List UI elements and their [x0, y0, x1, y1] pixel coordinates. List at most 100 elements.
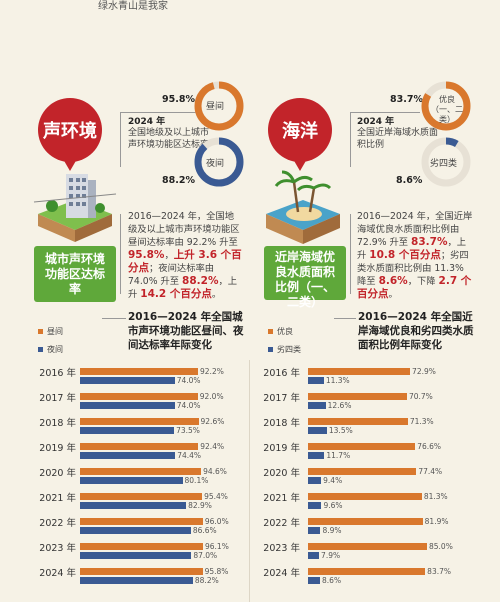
para-text: ；夜间达标率由 74.0% 升至	[128, 263, 215, 287]
green-label-left: 城市声环境功能区达标率	[34, 246, 116, 302]
legend-swatch	[38, 329, 43, 334]
bar	[308, 443, 416, 450]
year-tick-label: 2023 年	[39, 543, 76, 554]
green-label-text: 城市声环境功能区达标率	[44, 252, 105, 296]
bar-value-label: 77.4%	[418, 467, 443, 476]
year-tick-label: 2022 年	[263, 518, 300, 529]
bar	[80, 418, 199, 425]
para-highlight: 83.7%	[411, 236, 448, 248]
bar	[80, 577, 193, 584]
bar	[308, 452, 325, 459]
connector	[350, 214, 351, 294]
bar-value-label: 74.4%	[177, 451, 202, 460]
para-text: 2016—2024 年，全国近岸海域优良水质面积比例由 72.9% 升至	[357, 211, 473, 248]
bar	[80, 502, 187, 509]
bar	[80, 402, 175, 409]
bar	[308, 468, 417, 475]
bar	[80, 443, 199, 450]
bar-value-label: 74.0%	[176, 376, 201, 385]
bar-value-label: 8.6%	[322, 576, 342, 585]
ring-bad-label: 劣四类	[430, 159, 458, 169]
para-text: ，	[164, 250, 174, 261]
bar-value-label: 9.6%	[323, 501, 343, 510]
bar	[80, 377, 175, 384]
ring-night-label: 夜间	[206, 159, 225, 169]
bar	[80, 518, 203, 525]
bar-value-label: 81.9%	[424, 517, 449, 526]
bar	[80, 477, 183, 484]
bar-value-label: 81.3%	[423, 492, 448, 501]
bar-value-label: 85.0%	[429, 542, 453, 551]
bar-value-label: 11.7%	[326, 451, 351, 460]
bar	[308, 427, 327, 434]
bar-value-label: 92.0%	[199, 392, 224, 401]
pct-night: 88.2%	[162, 175, 195, 186]
year-tick-label: 2024 年	[263, 568, 300, 579]
divider	[249, 360, 250, 602]
island-illustration	[266, 170, 340, 244]
bar	[308, 502, 322, 509]
bar-value-label: 76.6%	[417, 442, 442, 451]
legend-item-bad: 劣四类	[268, 344, 301, 355]
bar-value-label: 72.9%	[412, 367, 436, 376]
year-tick-label: 2019 年	[263, 443, 300, 454]
green-label-right: 近岸海域优良水质面积比例（一、二类）	[264, 246, 346, 309]
city-illustration	[33, 174, 117, 242]
chart-title-right: 2016—2024 年全国近岸海域优良和劣四类水质面积比例年际变化	[358, 311, 474, 351]
bar-value-label: 7.9%	[321, 551, 341, 560]
bar-value-label: 13.5%	[328, 426, 353, 435]
ring-day	[194, 81, 244, 131]
year-tick-label: 2017 年	[263, 393, 300, 404]
year-desc: 全国地级及以上城市声环境功能区达标率	[128, 128, 210, 150]
year-desc: 全国近岸海域水质面积比例	[357, 128, 439, 150]
bar	[308, 418, 408, 425]
year-block-left: 2024 年 全国地级及以上城市声环境功能区达标率	[128, 114, 210, 151]
para-text: ；劣四类水质面积比例由 11.3% 降至	[357, 250, 469, 287]
bar-value-label: 96.1%	[205, 542, 229, 551]
pct-day: 95.8%	[162, 94, 195, 105]
bar	[80, 368, 199, 375]
bar	[80, 552, 192, 559]
bar-value-label: 8.9%	[322, 526, 342, 535]
para-text: 2016—2024 年，全国地级及以上城市声环境功能区昼间达标率由 92.2% …	[128, 211, 240, 248]
bar-value-label: 83.7%	[427, 567, 451, 576]
year-tick-label: 2016 年	[263, 368, 300, 379]
bar	[308, 377, 324, 384]
summary-left: 2016—2024 年，全国地级及以上城市声环境功能区昼间达标率由 92.2% …	[128, 210, 243, 301]
year-label: 2024 年	[357, 117, 395, 127]
bar	[308, 368, 411, 375]
bar	[80, 527, 191, 534]
bar	[80, 468, 202, 475]
para-highlight: 8.6%	[378, 275, 408, 287]
year-block-right: 2024 年 全国近岸海域水质面积比例	[357, 114, 441, 151]
badge-ocean: 海洋	[268, 98, 332, 162]
legend-label: 劣四类	[277, 345, 301, 354]
badge-tail	[293, 159, 307, 171]
bar-value-label: 9.4%	[323, 476, 343, 485]
bar-value-label: 92.4%	[200, 442, 225, 451]
year-tick-label: 2021 年	[263, 493, 300, 504]
para-highlight: 95.8%	[128, 249, 165, 261]
year-tick-label: 2020 年	[263, 468, 300, 479]
para-highlight: 10.8 个百分点	[369, 249, 441, 261]
bar	[80, 493, 203, 500]
bar-value-label: 88.2%	[194, 576, 219, 585]
bar	[308, 477, 322, 484]
para-highlight: 上升 3.6 个百分点	[128, 249, 242, 274]
bar-value-label: 87.0%	[193, 551, 218, 560]
top-caption: 绿水青山是我家	[98, 1, 168, 12]
year-tick-label: 2024 年	[39, 568, 76, 579]
badge-tail	[63, 159, 77, 171]
para-text: ，上升	[357, 237, 467, 261]
connector	[350, 112, 420, 113]
bar	[308, 402, 326, 409]
bar	[308, 493, 422, 500]
year-tick-label: 2019 年	[39, 443, 76, 454]
legend-item-good: 优良	[268, 326, 293, 337]
bar	[308, 568, 426, 575]
green-label-text: 近岸海域优良水质面积比例（一、二类）	[274, 250, 335, 309]
legend-swatch	[38, 347, 43, 352]
year-label: 2024 年	[128, 117, 166, 127]
bar-value-label: 11.3%	[325, 376, 350, 385]
